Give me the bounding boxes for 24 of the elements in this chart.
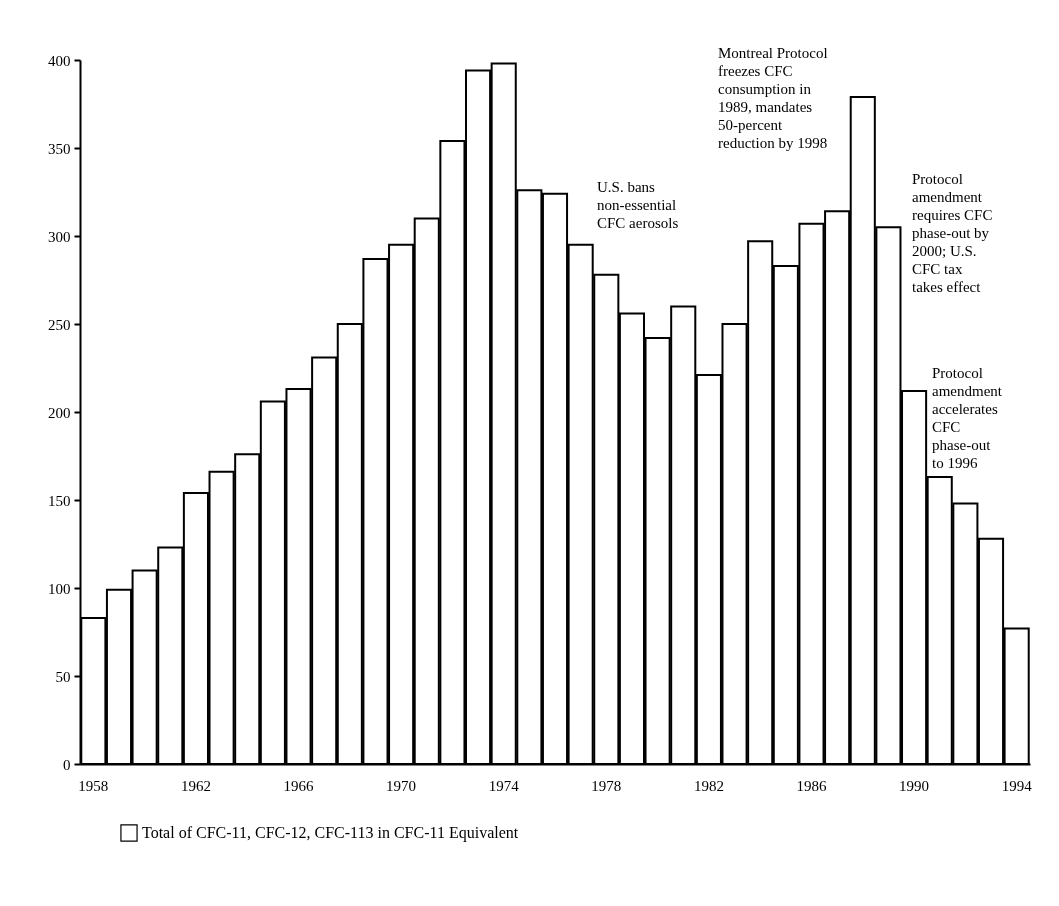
y-tick-label: 250 <box>48 316 71 333</box>
y-tick-label: 50 <box>55 668 71 685</box>
y-tick-label: 350 <box>48 140 71 157</box>
annotation: Montreal Protocol freezes CFC consumption in 1989, mandates 50-percent reduction by 1998 <box>718 45 828 151</box>
y-tick-label: 400 <box>48 52 71 69</box>
x-tick-label: 1990 <box>899 777 930 794</box>
x-tick-label: 1962 <box>180 777 211 794</box>
x-tick-label: 1978 <box>591 777 622 794</box>
y-tick-label: 300 <box>48 228 71 245</box>
x-tick-label: 1958 <box>78 777 109 794</box>
y-tick-label: 100 <box>48 580 71 597</box>
legend-label: Total of CFC-11, CFC-12, CFC-113 in CFC-11 Equivalent <box>142 824 519 842</box>
y-tick-label: 200 <box>48 404 71 421</box>
x-tick-label: 1974 <box>488 777 520 794</box>
annotation: Protocol amendment accelerates CFC phase-out to 1996 <box>932 365 1003 471</box>
annotation: Protocol amendment requires CFC phase-out by 2000; U.S. CFC tax takes effect <box>912 171 993 295</box>
x-tick-label: 1982 <box>693 777 724 794</box>
x-tick-label: 1986 <box>796 777 827 794</box>
x-tick-label: 1966 <box>283 777 315 794</box>
annotation: U.S. bans non-essential CFC aerosols <box>597 179 679 231</box>
x-tick-label: 1994 <box>1001 777 1033 794</box>
y-tick-label: 150 <box>48 492 71 509</box>
x-tick-label: 1970 <box>386 777 417 794</box>
y-tick-label: 0 <box>63 756 71 773</box>
